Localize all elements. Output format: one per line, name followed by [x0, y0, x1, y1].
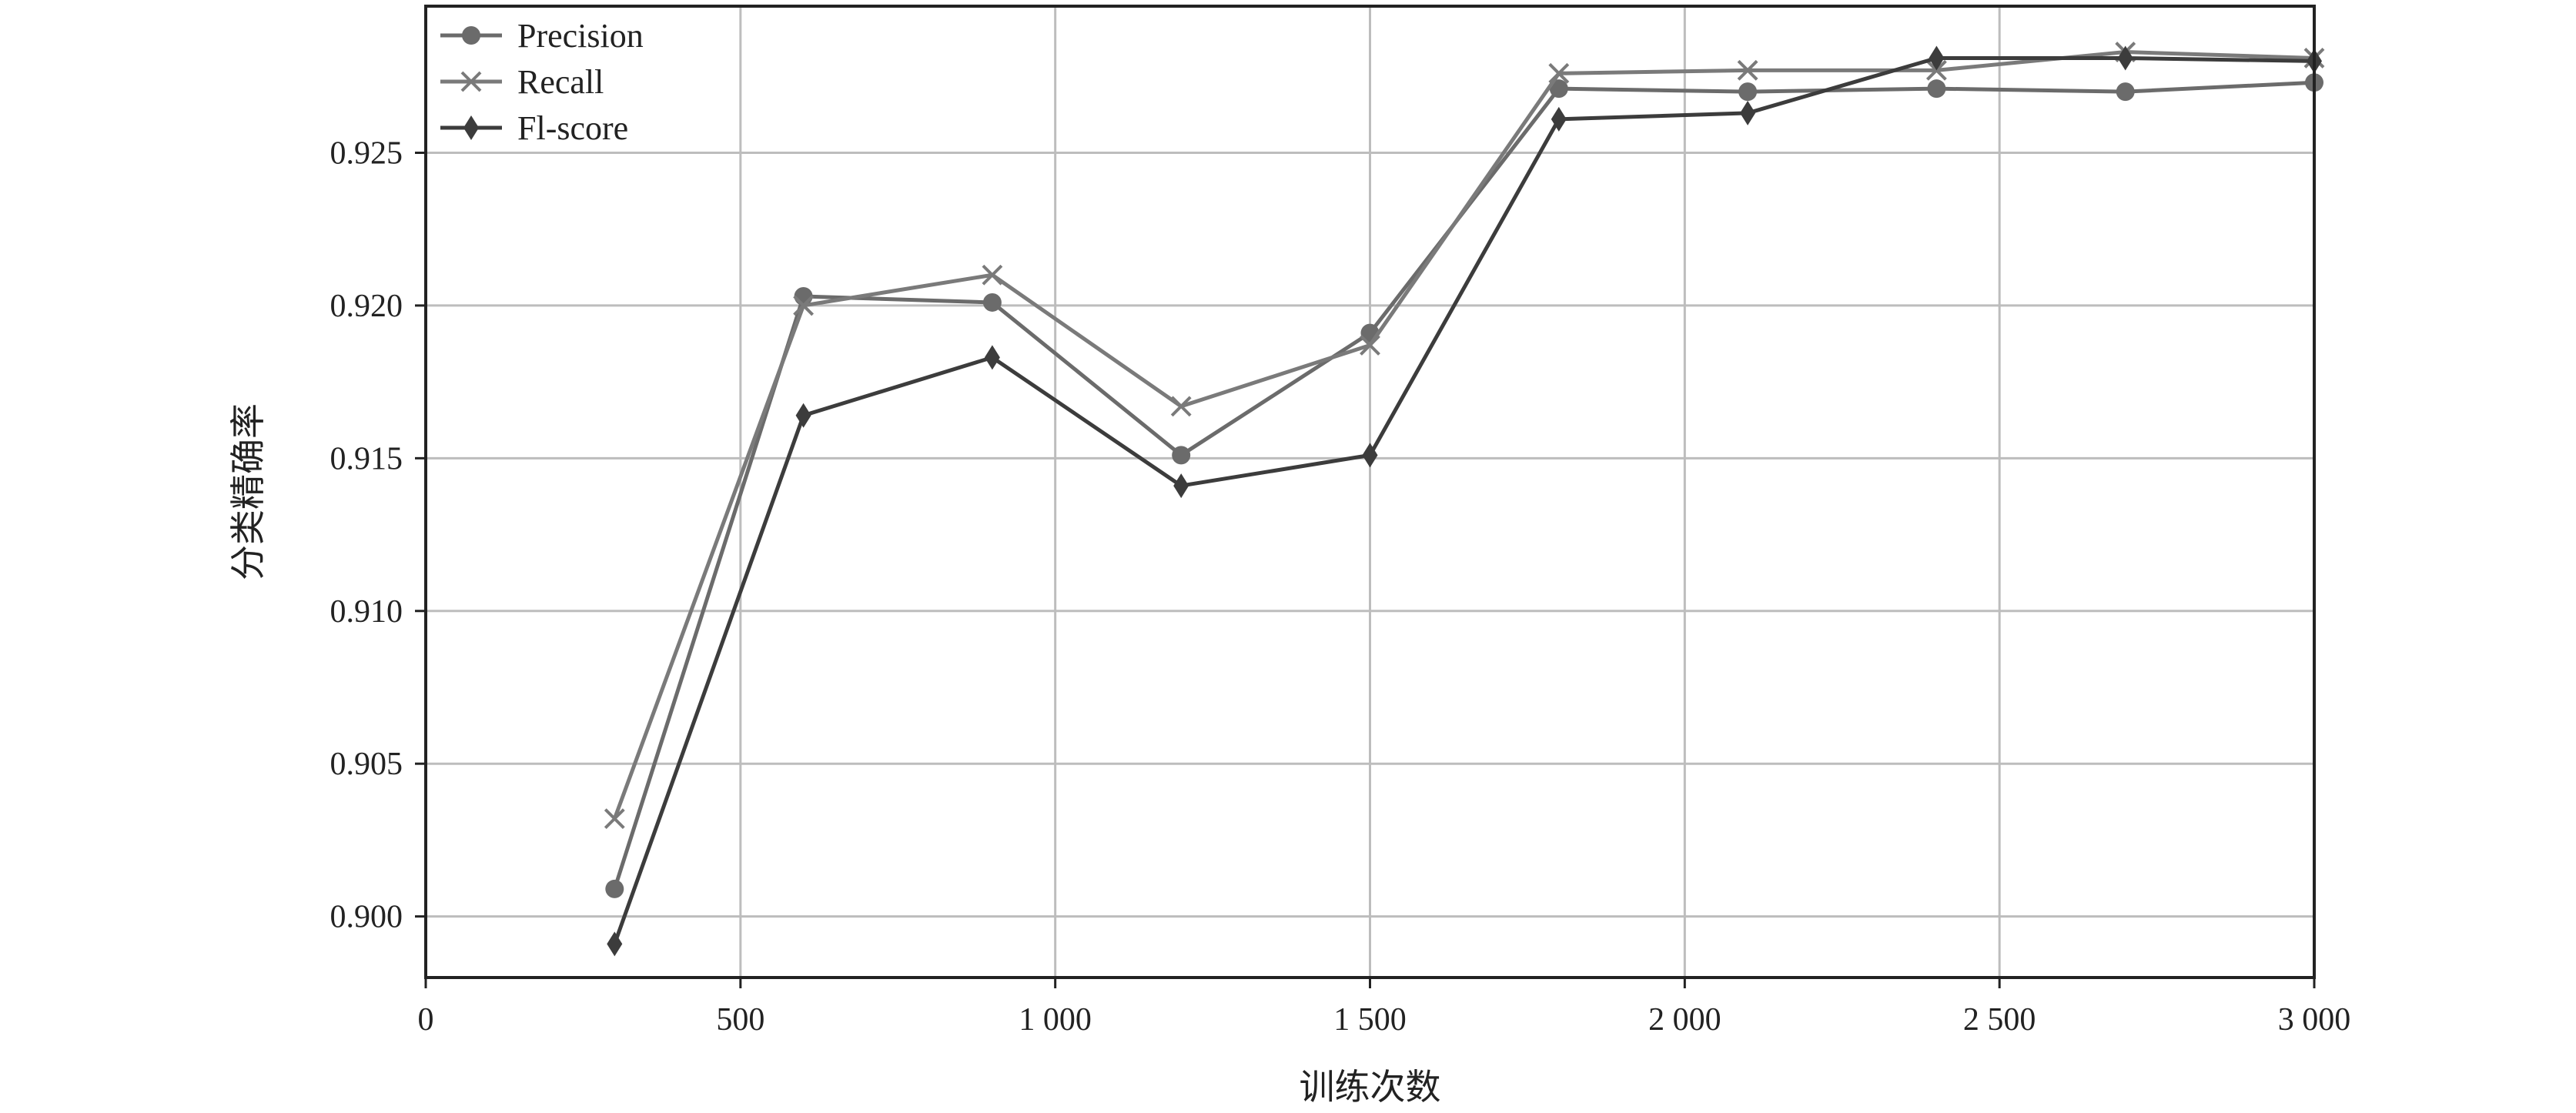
x-tick-label: 2 000: [1648, 1002, 1721, 1038]
legend-item-fl-score: Fl-score: [440, 109, 628, 147]
precision-point: [1927, 79, 1946, 99]
legend-label-recall: Recall: [517, 63, 604, 101]
x-tick-label: 2 500: [1963, 1002, 2036, 1038]
legend: Precision Recall Fl-score: [440, 17, 644, 147]
recall-point-stroke: [1360, 335, 1380, 356]
y-tick-label: 0.900: [330, 900, 403, 935]
y-tick-label: 0.920: [330, 289, 403, 324]
recall-line: [612, 50, 2315, 820]
precision-point: [1549, 79, 1568, 99]
legend-item-precision: Precision: [440, 17, 644, 55]
y-tick-label: 0.905: [330, 747, 403, 782]
recall-point: [1737, 59, 1758, 81]
fl-score-point: [1362, 443, 1378, 468]
precision-line: [612, 80, 2315, 890]
recall-point-stroke: [1548, 62, 1570, 84]
recall-point-stroke: [604, 808, 625, 830]
precision-point: [605, 879, 624, 898]
legend-swatch-marker-stroke: [460, 71, 482, 92]
tick-layer: 0 500 1 000 1 500 2 000 2 500 3 000 0.900 0.905 0…: [330, 135, 2351, 1038]
legend-label-precision: Precision: [517, 17, 644, 55]
recall-point: [1170, 396, 1192, 417]
x-tick-label: 500: [716, 1002, 764, 1038]
x-tick-label: 3 000: [2278, 1002, 2351, 1038]
x-tick-label: 1 500: [1333, 1002, 1407, 1038]
recall-point-stroke: [1170, 396, 1192, 417]
recall-point-stroke: [793, 295, 815, 316]
fl-score-point: [795, 403, 811, 428]
series-layer: [604, 42, 2325, 957]
recall-point: [1360, 335, 1380, 356]
fl-score-point: [1551, 106, 1567, 132]
legend-swatch-marker: [460, 71, 482, 92]
x-tick-label: 1 000: [1019, 1002, 1092, 1038]
legend-swatch-marker: [463, 115, 479, 140]
y-tick-label: 0.915: [330, 441, 403, 476]
y-tick-label: 0.925: [330, 135, 403, 171]
fl-score-point: [984, 345, 1000, 370]
fl-score-point: [1173, 473, 1189, 499]
fl-score-line: [612, 55, 2315, 945]
y-tick-label: 0.910: [330, 594, 403, 630]
recall-point-stroke: [1737, 59, 1758, 81]
y-axis-label: 分类精确率: [229, 403, 268, 580]
precision-point: [982, 292, 1002, 312]
precision-point: [2116, 82, 2135, 102]
recall-point: [1548, 62, 1570, 84]
precision-point: [1172, 446, 1191, 465]
recall-point: [982, 264, 1003, 286]
fl-score-point: [607, 931, 623, 957]
fl-score-point: [1740, 100, 1756, 125]
fl-score-point: [1929, 45, 1945, 71]
legend-swatch-marker: [462, 26, 480, 45]
x-tick-label: 0: [418, 1002, 434, 1038]
recall-point: [604, 808, 625, 830]
recall-point: [793, 295, 815, 316]
fl-score-point: [2117, 45, 2133, 71]
precision-point: [1738, 82, 1758, 102]
grid-layer: [426, 6, 2314, 978]
recall-point-stroke: [982, 264, 1003, 286]
legend-item-recall: Recall: [440, 63, 604, 101]
legend-label-fl-score: Fl-score: [517, 109, 628, 147]
x-axis-label: 训练次数: [1300, 1068, 1441, 1107]
